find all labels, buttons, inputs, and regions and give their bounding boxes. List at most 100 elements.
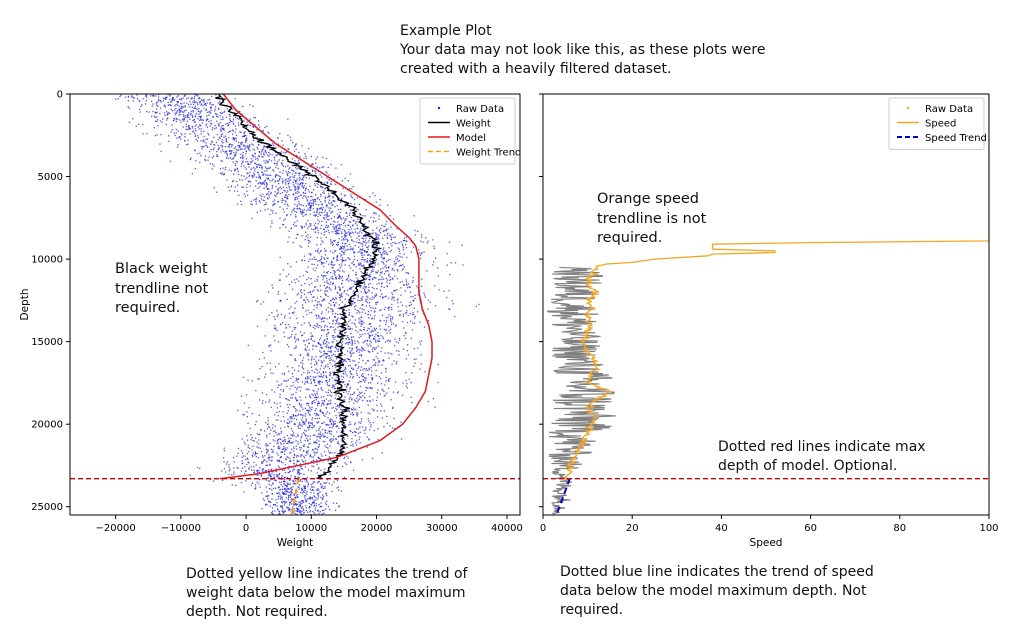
raw-data-point (413, 348, 415, 350)
raw-data-point (178, 105, 180, 107)
raw-data-point (221, 127, 223, 130)
raw-data-point (290, 490, 292, 493)
raw-data-point (336, 213, 339, 215)
raw-data-point (319, 344, 321, 346)
raw-data-point (396, 268, 398, 271)
raw-data-point (362, 304, 364, 306)
raw-data-point (228, 137, 230, 139)
raw-data-point (243, 132, 246, 134)
raw-data-point (475, 305, 477, 307)
raw-data-point (316, 307, 318, 309)
raw-data-point (299, 439, 302, 441)
raw-data-point (349, 287, 351, 289)
raw-data-point (266, 495, 268, 498)
raw-data-point (339, 451, 341, 453)
raw-data-point (283, 151, 285, 154)
raw-data-point (381, 285, 383, 288)
raw-data-point (326, 338, 328, 340)
raw-data-point (285, 397, 287, 400)
raw-data-point (332, 353, 334, 355)
raw-data-point (420, 234, 423, 236)
raw-data-point (304, 347, 307, 350)
raw-data-point (238, 194, 240, 196)
raw-data-point (376, 283, 378, 285)
raw-data-point (420, 240, 422, 242)
raw-data-point (345, 389, 347, 391)
raw-data-point (220, 129, 222, 131)
raw-data-point (201, 122, 204, 124)
raw-data-point (333, 216, 335, 218)
raw-data-point (314, 376, 316, 378)
raw-data-point (265, 464, 267, 466)
raw-data-point (265, 150, 267, 153)
raw-data-point (410, 381, 412, 384)
raw-data-point (288, 181, 290, 183)
raw-data-point (301, 492, 304, 494)
raw-data-point (335, 225, 337, 228)
raw-data-point (332, 264, 335, 267)
raw-data-point (308, 300, 310, 302)
raw-data-point (411, 372, 413, 374)
raw-data-point (323, 248, 326, 250)
raw-data-point (333, 385, 335, 388)
raw-data-point (337, 453, 339, 455)
raw-data-point (282, 390, 284, 392)
raw-data-point (402, 244, 404, 247)
raw-data-point (290, 418, 292, 420)
raw-data-point (226, 122, 228, 124)
raw-data-point (421, 252, 423, 254)
raw-data-point (342, 248, 344, 250)
raw-data-point (306, 200, 309, 202)
raw-data-point (365, 362, 367, 364)
raw-data-point (326, 282, 328, 284)
raw-data-point (354, 431, 356, 433)
raw-data-point (274, 391, 276, 393)
raw-data-point (371, 329, 373, 331)
raw-data-point (187, 114, 189, 116)
raw-data-point (329, 457, 331, 459)
raw-data-point (341, 345, 343, 347)
raw-data-point (354, 364, 356, 367)
raw-data-point (310, 337, 312, 340)
raw-data-point (294, 197, 296, 199)
raw-data-point (258, 124, 260, 126)
raw-data-point (349, 212, 351, 214)
raw-data-point (406, 321, 409, 324)
raw-data-point (194, 168, 197, 170)
raw-data-point (386, 279, 389, 281)
raw-data-point (408, 286, 410, 288)
raw-data-point (175, 118, 177, 120)
raw-data-point (289, 471, 291, 473)
raw-data-point (304, 407, 306, 409)
raw-data-point (268, 196, 271, 198)
raw-data-point (375, 356, 377, 358)
raw-data-point (154, 134, 156, 137)
raw-data-point (336, 256, 338, 258)
raw-data-point (317, 232, 319, 234)
raw-data-point (236, 190, 239, 192)
raw-data-point (196, 108, 199, 110)
raw-data-point (324, 218, 326, 220)
raw-data-point (316, 362, 318, 364)
raw-data-point (362, 256, 364, 259)
raw-data-point (308, 377, 310, 379)
raw-data-point (345, 242, 347, 244)
raw-data-point (359, 333, 361, 336)
raw-data-point (403, 266, 405, 268)
raw-data-point (381, 452, 383, 454)
raw-data-point (339, 308, 341, 310)
raw-data-point (310, 492, 312, 494)
raw-data-point (334, 403, 336, 405)
raw-data-point (405, 279, 407, 281)
raw-data-point (294, 423, 296, 425)
raw-data-point (293, 369, 296, 371)
raw-data-point (375, 399, 378, 402)
raw-data-point (340, 201, 342, 204)
raw-data-point (284, 441, 287, 443)
raw-data-point (167, 94, 169, 96)
raw-data-point (269, 399, 271, 401)
raw-data-point (262, 130, 265, 132)
raw-data-point (325, 413, 327, 415)
raw-data-point (295, 456, 298, 458)
raw-data-point (204, 155, 206, 157)
